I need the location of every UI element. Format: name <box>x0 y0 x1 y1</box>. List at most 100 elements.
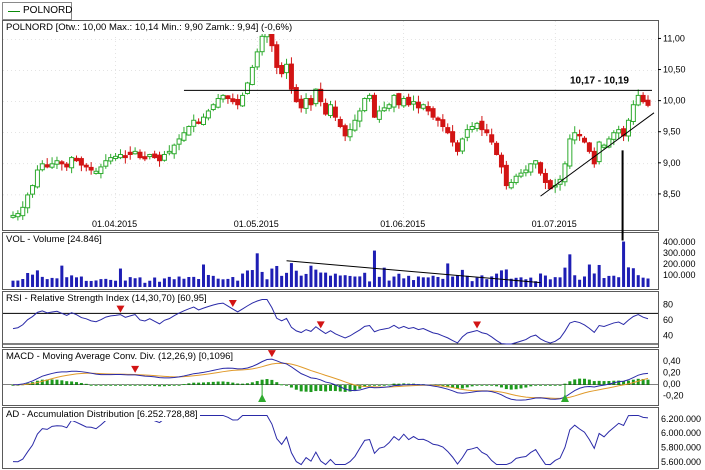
volume-bar <box>79 276 83 287</box>
volume-bar <box>245 270 249 287</box>
volume-bar <box>158 281 162 287</box>
volume-bar <box>426 277 430 287</box>
candle <box>176 138 182 145</box>
macd-histogram-bar <box>558 384 562 386</box>
candle <box>196 121 202 124</box>
volume-bar <box>431 275 435 287</box>
macd-histogram-bar <box>451 384 455 389</box>
ad-panel-title: AD - Accumulation Distribution [6.252.72… <box>4 409 200 421</box>
macd-histogram-bar <box>138 384 142 386</box>
ad-y-tick-label: 5.800.000 <box>661 443 701 453</box>
macd-histogram-bar <box>602 381 606 385</box>
macd-histogram-bar <box>70 381 74 385</box>
volume-bar <box>416 276 420 287</box>
macd-histogram-bar <box>509 384 513 390</box>
volume-bar <box>539 273 543 287</box>
candle <box>586 142 592 152</box>
volume-bar <box>626 267 630 287</box>
candle <box>298 98 304 109</box>
volume-bar <box>99 279 103 287</box>
macd-histogram-bar <box>270 379 274 385</box>
macd-histogram-bar <box>148 384 152 386</box>
volume-bar <box>138 277 142 287</box>
volume-bar <box>363 272 367 287</box>
candle <box>611 132 617 140</box>
volume-bar <box>94 280 98 287</box>
volume-bar <box>358 276 362 287</box>
macd-histogram-bar <box>94 384 98 386</box>
candle <box>459 138 465 152</box>
macd-histogram-bar <box>89 384 93 386</box>
candle <box>274 44 280 68</box>
macd-chart <box>3 350 658 402</box>
candle <box>191 119 197 127</box>
candle <box>10 214 16 218</box>
volume-bar <box>553 277 557 287</box>
macd-histogram-bar <box>304 384 308 392</box>
macd-histogram-bar <box>182 384 186 386</box>
chart-tab[interactable]: POLNORD <box>2 2 72 20</box>
candle <box>210 104 216 111</box>
chart-tab-label: POLNORD <box>23 5 73 16</box>
candle <box>469 126 475 130</box>
macd-histogram-bar <box>446 384 450 388</box>
macd-histogram-bar <box>568 381 572 385</box>
macd-histogram-bar <box>617 380 621 385</box>
macd-histogram-bar <box>255 381 259 385</box>
macd-histogram-bar <box>79 382 83 385</box>
volume-bar <box>255 253 259 287</box>
macd-histogram-bar <box>573 379 577 385</box>
volume-bar <box>216 278 220 287</box>
volume-bar <box>206 274 210 287</box>
macd-histogram-bar <box>343 384 347 392</box>
macd-histogram-bar <box>524 384 528 388</box>
candle <box>391 94 397 108</box>
candle <box>147 153 153 158</box>
candle <box>240 94 246 107</box>
rsi-y-axis: 80 60 40 <box>663 300 673 341</box>
macd-histogram-bar <box>622 381 626 385</box>
candle <box>34 169 40 188</box>
candle <box>577 133 583 137</box>
volume-bar <box>519 277 523 287</box>
volume-bar <box>509 278 513 287</box>
volume-bar <box>241 273 245 287</box>
macd-histogram-bar <box>499 384 503 388</box>
macd-y-tick-label: 0,20 <box>663 367 681 377</box>
volume-bar <box>617 277 621 287</box>
macd-histogram-bar <box>372 384 376 386</box>
macd-histogram-bar <box>153 384 157 387</box>
volume-bar <box>343 275 347 287</box>
macd-histogram-bar <box>197 382 201 385</box>
volume-y-tick-label: 200.000 <box>663 259 696 269</box>
macd-histogram-bar <box>314 384 318 392</box>
candle <box>44 164 50 168</box>
macd-histogram-bar <box>143 384 147 386</box>
volume-bar <box>314 269 318 287</box>
price-y-tick-label: 8,50 <box>663 189 681 199</box>
candle <box>528 163 534 173</box>
macd-y-axis: 0,400,20 0,00-0,20 <box>663 356 684 401</box>
macd-histogram-bar <box>387 384 391 386</box>
candle <box>113 155 119 160</box>
macd-histogram-bar <box>480 384 484 386</box>
macd-histogram-bar <box>75 382 78 385</box>
candle <box>489 134 495 143</box>
candle <box>396 93 402 106</box>
macd-histogram-bar <box>221 381 225 385</box>
candle <box>328 104 333 117</box>
candle <box>425 106 431 112</box>
volume-bar <box>270 268 274 287</box>
candle <box>308 98 314 106</box>
macd-histogram-bar <box>329 384 332 391</box>
macd-y-tick-label: 0,00 <box>663 379 681 389</box>
volume-bar <box>285 272 289 287</box>
volume-bar <box>602 278 606 287</box>
price-y-tick-label: 9,00 <box>663 158 681 168</box>
macd-buy-marker <box>560 394 569 402</box>
volume-bar <box>31 274 35 287</box>
candle <box>88 166 94 171</box>
macd-histogram-bar <box>539 384 543 386</box>
rsi-sell-marker <box>228 300 237 308</box>
candle <box>494 142 500 155</box>
